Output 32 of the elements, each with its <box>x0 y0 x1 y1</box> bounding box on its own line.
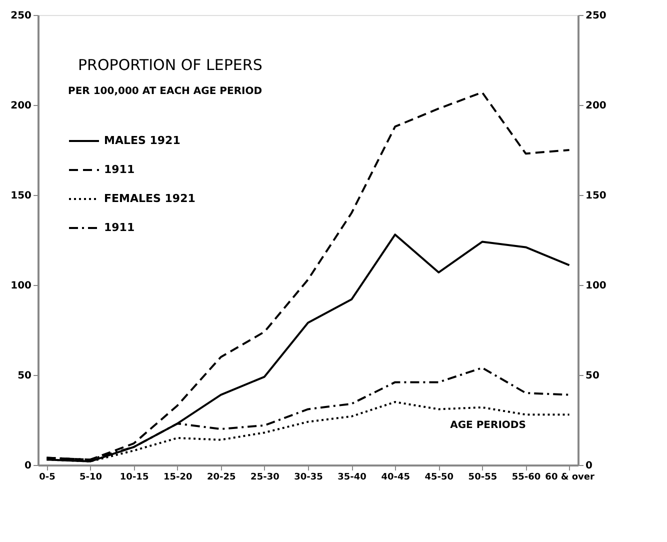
y2-tick-label: 0 <box>586 460 592 472</box>
legend-label: FEMALES 1921 <box>104 192 196 205</box>
y-tick-label: 150 <box>10 190 32 202</box>
x-tick-label: 20-25 <box>207 472 236 482</box>
y-tick-label: 0 <box>24 460 32 472</box>
x-tick-label: 5-10 <box>79 472 102 482</box>
x-tick-label: 45-50 <box>424 472 454 482</box>
legend-label: 1911 <box>104 221 135 234</box>
legend-label: 1911 <box>104 163 135 176</box>
x-tick-label: 10-15 <box>120 472 149 482</box>
y2-tick-label: 150 <box>586 190 606 202</box>
x-tick-label: 35-40 <box>338 472 366 482</box>
y-tick-label: 50 <box>18 370 32 382</box>
x-tick-label: 40-45 <box>381 472 410 482</box>
y2-tick-label: 200 <box>586 100 606 112</box>
x-tick-label: 25-30 <box>250 472 280 482</box>
y2-tick-label: 100 <box>586 280 606 292</box>
y-tick-label: 100 <box>10 280 32 292</box>
y2-tick-label: 50 <box>586 370 600 382</box>
x-tick-label: 30-35 <box>294 472 323 482</box>
y-tick-label: 250 <box>10 10 32 22</box>
legend-label: MALES 1921 <box>104 134 180 147</box>
annotation: AGE PERIODS <box>450 420 526 431</box>
x-tick-label: 55-60 <box>512 472 541 482</box>
x-tick-label: 15-20 <box>163 472 192 482</box>
x-tick-label: 50-55 <box>468 472 498 482</box>
x-tick-label: 0-5 <box>39 472 56 482</box>
x-tick-label: 60 & over <box>545 472 595 482</box>
text: PROPORTION OF LEPERS <box>78 56 262 74</box>
y-tick-label: 200 <box>10 100 32 112</box>
text: PER 100,000 AT EACH AGE PERIOD <box>68 86 262 97</box>
y2-tick-label: 250 <box>586 10 606 22</box>
